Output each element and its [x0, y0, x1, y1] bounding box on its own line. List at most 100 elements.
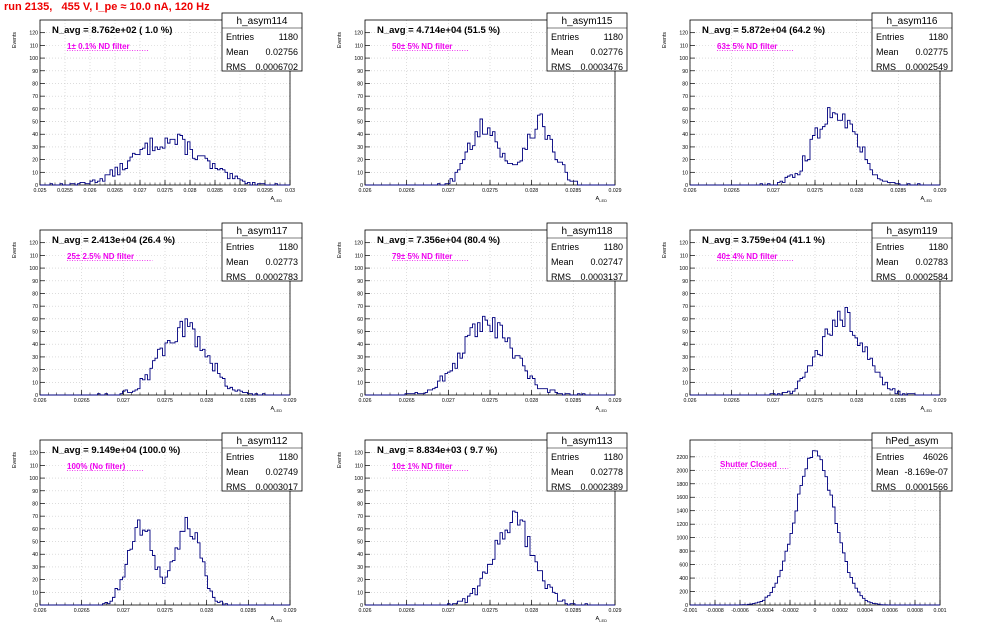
y-tick-label: 2000 — [676, 468, 688, 474]
x-tick-label: 0.028 — [200, 398, 213, 404]
y-tick-label: 110 — [355, 463, 363, 469]
n-avg-label: N_avg = 3.759e+04 (41.1 %) — [702, 235, 825, 246]
stats-value: 0.0002584 — [905, 272, 948, 282]
filter-annotation: 63± 5% ND filter — [717, 42, 777, 51]
stats-value: 0.0002389 — [580, 482, 623, 492]
x-axis-label: ALED — [921, 406, 933, 413]
x-tick-label: 0.03 — [285, 188, 295, 194]
x-axis-label: ALED — [271, 196, 283, 203]
filter-annotation: 10± 1% ND filter — [392, 462, 452, 471]
stats-label: Entries — [551, 32, 580, 42]
x-axis-label: ALED — [271, 406, 283, 413]
stats-label: Entries — [226, 242, 255, 252]
y-tick-label: 0 — [360, 603, 363, 609]
y-tick-label: 40 — [357, 552, 363, 558]
stats-value: 1180 — [604, 242, 623, 252]
stats-histogram-name: h_asym113 — [562, 436, 613, 447]
n-avg-label: N_avg = 8.834e+03 ( 9.7 %) — [377, 445, 497, 456]
x-tick-label: -0.0006 — [731, 608, 749, 614]
histogram-panel-h_asym116: 0.026 0.0265 0.027 0.0275 0.028 0.0285 0.029 0 1… — [662, 12, 953, 203]
x-tick-label: 0.029 — [609, 188, 622, 194]
x-tick-label: 0.029 — [934, 188, 947, 194]
y-tick-label: 10 — [357, 590, 363, 596]
y-tick-label: 60 — [682, 317, 688, 323]
stats-label: RMS — [551, 482, 571, 492]
y-tick-label: 60 — [682, 107, 688, 113]
y-tick-label: 100 — [354, 56, 363, 62]
y-tick-label: 70 — [357, 94, 363, 100]
histogram-panel-h_asym113: 0.026 0.0265 0.027 0.0275 0.028 0.0285 0.029 0 1… — [337, 432, 628, 622]
y-tick-label: 80 — [357, 501, 363, 507]
y-tick-label: 120 — [679, 241, 688, 247]
y-tick-label: 50 — [682, 120, 688, 126]
stats-value: 46026 — [923, 452, 948, 462]
stats-label: Mean — [551, 47, 574, 57]
y-tick-label: 40 — [32, 342, 38, 348]
stats-label: RMS — [551, 272, 571, 282]
x-axis-label: ALED — [596, 406, 608, 413]
stats-histogram-name: h_asym114 — [237, 16, 288, 27]
y-tick-label: 30 — [32, 565, 38, 571]
y-tick-label: 100 — [29, 476, 38, 482]
y-tick-label: 1000 — [676, 536, 688, 542]
stats-label: RMS — [551, 62, 571, 72]
y-tick-label: 10 — [357, 380, 363, 386]
y-tick-label: 120 — [29, 31, 38, 37]
x-tick-label: 0.0265 — [74, 608, 90, 614]
y-axis-label: Events — [662, 242, 668, 258]
x-tick-label: 0.0265 — [74, 398, 90, 404]
filter-annotation: 50± 5% ND filter — [392, 42, 452, 51]
stats-box — [871, 222, 953, 282]
histogram-line — [40, 516, 290, 606]
stats-label: RMS — [876, 272, 896, 282]
y-tick-label: 60 — [32, 317, 38, 323]
stats-value: 0.02776 — [590, 47, 623, 57]
y-tick-label: 10 — [32, 380, 38, 386]
y-tick-label: 50 — [32, 330, 38, 336]
run-title: run 2135, 455 V, I_pe ≈ 10.0 nA, 120 Hz — [4, 1, 210, 13]
y-tick-label: 60 — [357, 527, 363, 533]
x-tick-label: 0.0265 — [107, 188, 123, 194]
x-tick-label: 0.0275 — [157, 398, 173, 404]
x-tick-label: 0.027 — [767, 188, 780, 194]
x-tick-label: 0.029 — [284, 608, 297, 614]
y-tick-label: 110 — [30, 43, 38, 49]
histogram-panel-h_asym119: 0.026 0.0265 0.027 0.0275 0.028 0.0285 0.029 0 1… — [662, 222, 953, 413]
x-tick-label: 0.029 — [609, 608, 622, 614]
y-tick-label: 0 — [685, 183, 688, 189]
y-tick-label: 90 — [682, 69, 688, 75]
x-tick-label: 0.027 — [442, 188, 455, 194]
y-tick-label: 110 — [30, 253, 38, 259]
y-tick-label: 50 — [682, 330, 688, 336]
stats-label: Mean — [551, 467, 574, 477]
y-tick-label: 120 — [29, 241, 38, 247]
stats-value: 0.02756 — [265, 47, 298, 57]
x-tick-label: 0.0285 — [890, 398, 906, 404]
x-tick-label: 0.0275 — [482, 608, 498, 614]
y-tick-label: 0 — [685, 393, 688, 399]
x-tick-label: 0.028 — [850, 398, 863, 404]
stats-value: 0.0006702 — [255, 62, 298, 72]
x-tick-label: 0.029 — [284, 398, 297, 404]
y-tick-label: 120 — [354, 31, 363, 37]
stats-label: Entries — [551, 242, 580, 252]
y-tick-label: 120 — [29, 451, 38, 457]
y-tick-label: 90 — [682, 279, 688, 285]
y-tick-label: 100 — [29, 56, 38, 62]
x-axis-label: ALED — [271, 616, 283, 622]
y-tick-label: 30 — [682, 145, 688, 151]
stats-value: 0.02749 — [265, 467, 298, 477]
y-tick-label: 30 — [682, 355, 688, 361]
y-tick-label: 30 — [357, 355, 363, 361]
x-tick-label: 0.0004 — [857, 608, 873, 614]
stats-value: 0.02778 — [590, 467, 623, 477]
x-tick-label: 0.0285 — [565, 608, 581, 614]
y-tick-label: 100 — [679, 56, 688, 62]
stats-value: 1180 — [604, 452, 623, 462]
y-tick-label: 120 — [354, 451, 363, 457]
x-tick-label: 0.027 — [442, 398, 455, 404]
y-tick-label: 70 — [682, 304, 688, 310]
x-tick-label: -0.0002 — [781, 608, 799, 614]
stats-value: 0.02747 — [590, 257, 623, 267]
stats-label: Entries — [226, 452, 255, 462]
